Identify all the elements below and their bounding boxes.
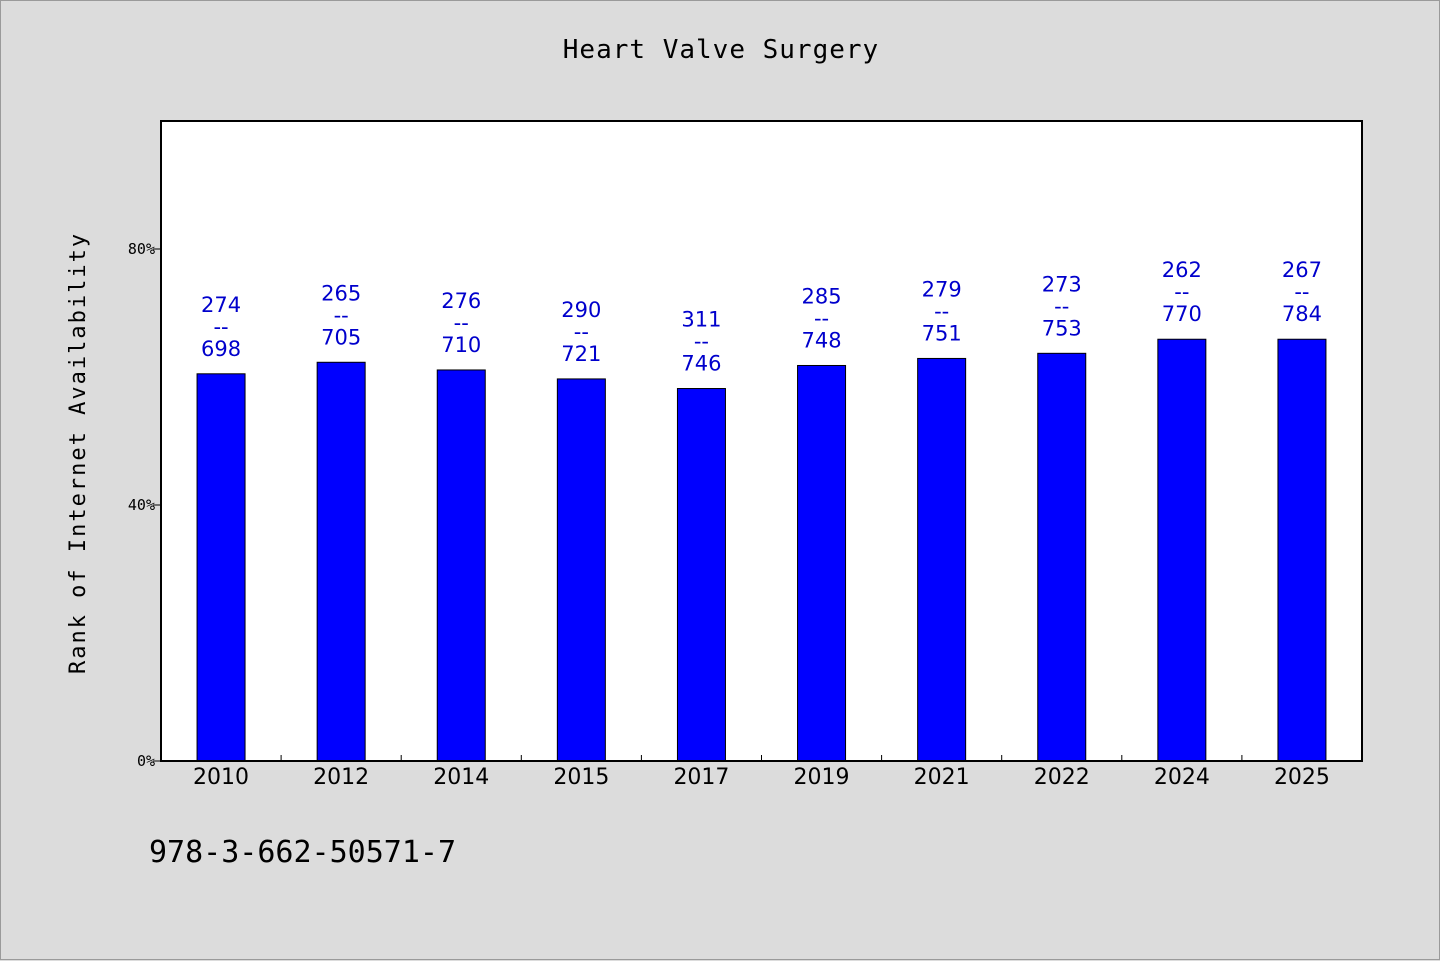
x-tick-label-2017: 2017 (673, 765, 729, 790)
isbn-label: 978-3-662-50571-7 (149, 835, 457, 870)
bar-2025 (1277, 338, 1327, 762)
data-label-2015-0: 290 (561, 298, 601, 322)
x-tick-label-2015: 2015 (553, 765, 609, 790)
bar-2015 (556, 378, 606, 762)
data-label-2025-2: 784 (1282, 302, 1322, 326)
chart-title: Heart Valve Surgery (562, 35, 880, 65)
data-label-2022-1: -- (1054, 294, 1069, 318)
data-label-2021-2: 751 (922, 321, 962, 345)
data-label-2024-0: 262 (1162, 258, 1202, 282)
data-label-2012-0: 265 (321, 281, 361, 305)
bar-2022 (1037, 352, 1087, 762)
data-label-2010-1: -- (213, 315, 228, 339)
x-tick-label-2010: 2010 (193, 765, 249, 790)
data-label-2021-0: 279 (922, 277, 962, 301)
y-tick-label-80: 80% (128, 240, 155, 258)
data-label-2015-1: -- (574, 320, 589, 344)
bar-2019 (797, 364, 847, 762)
data-label-2017-2: 746 (681, 352, 721, 376)
y-tick-label-40: 40% (128, 496, 155, 514)
bar-2021 (917, 357, 967, 762)
data-label-2014-1: -- (454, 311, 469, 335)
data-label-2022-0: 273 (1042, 272, 1082, 296)
data-label-2012-2: 705 (321, 325, 361, 349)
bar-2012 (316, 361, 366, 762)
data-label-2017-0: 311 (681, 308, 721, 332)
data-label-2012-1: -- (334, 303, 349, 327)
x-tick-label-2022: 2022 (1034, 765, 1090, 790)
data-label-2014-2: 710 (441, 333, 481, 357)
bar-2014 (436, 369, 486, 762)
bar-2010 (196, 373, 246, 762)
data-label-2019-2: 748 (802, 328, 842, 352)
data-label-2025-0: 267 (1282, 258, 1322, 282)
x-tick-label-2012: 2012 (313, 765, 369, 790)
x-tick-label-2014: 2014 (433, 765, 489, 790)
data-label-2021-1: -- (934, 299, 949, 323)
data-label-2019-1: -- (814, 306, 829, 330)
data-label-2022-2: 753 (1042, 316, 1082, 340)
data-label-2014-0: 276 (441, 289, 481, 313)
data-label-2017-1: -- (694, 330, 709, 354)
bar-2024 (1157, 338, 1207, 762)
data-label-2010-0: 274 (201, 293, 241, 317)
x-tick-label-2025: 2025 (1274, 765, 1330, 790)
x-tick-label-2024: 2024 (1154, 765, 1210, 790)
data-label-2024-1: -- (1174, 280, 1189, 304)
data-label-2025-1: -- (1294, 280, 1309, 304)
x-tick-label-2021: 2021 (914, 765, 970, 790)
y-tick-label-0: 0% (137, 752, 155, 770)
bar-2017 (676, 388, 726, 762)
data-label-2015-2: 721 (561, 342, 601, 366)
data-label-2010-2: 698 (201, 337, 241, 361)
data-label-2024-2: 770 (1162, 302, 1202, 326)
y-axis-label: Rank of Internet Availability (66, 232, 91, 674)
data-label-2019-0: 285 (802, 284, 842, 308)
x-tick-label-2019: 2019 (794, 765, 850, 790)
